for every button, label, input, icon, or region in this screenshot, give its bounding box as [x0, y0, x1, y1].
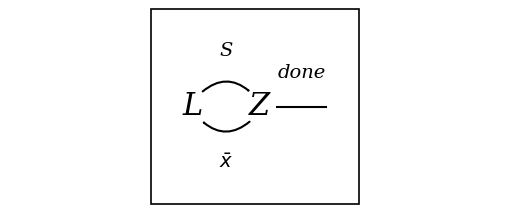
FancyArrowPatch shape [202, 81, 248, 91]
Text: $\bar{x}$: $\bar{x}$ [218, 153, 233, 172]
Text: L: L [182, 91, 203, 122]
FancyArrowPatch shape [204, 122, 249, 132]
Text: done: done [277, 64, 325, 82]
Text: Z: Z [248, 91, 270, 122]
Text: S: S [219, 42, 233, 60]
